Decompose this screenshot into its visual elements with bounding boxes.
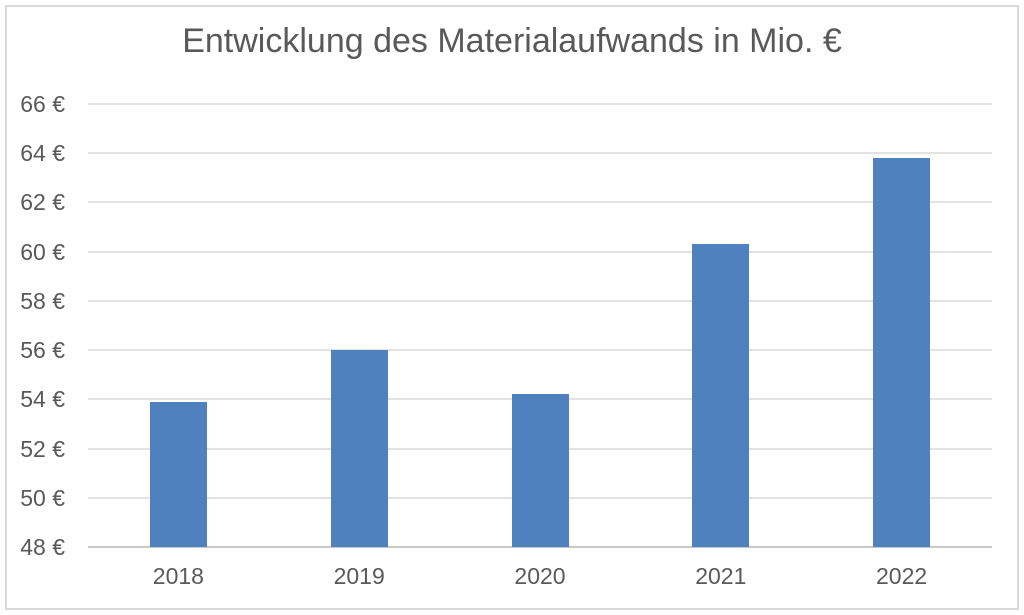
- x-tick-label: 2018: [152, 563, 204, 589]
- y-tick-label: 66 €: [20, 91, 65, 117]
- bar-2022: [873, 158, 931, 547]
- x-axis-line: [88, 546, 992, 548]
- y-tick-label: 48 €: [20, 534, 65, 560]
- gridline: [88, 349, 992, 352]
- bar-2020: [511, 394, 569, 547]
- y-tick-label: 56 €: [20, 337, 65, 364]
- gridline: [88, 299, 992, 302]
- x-tick-label: 2022: [876, 563, 928, 589]
- y-tick-label: 50 €: [20, 484, 65, 511]
- y-tick-label: 62 €: [20, 189, 65, 216]
- bar-2019: [330, 350, 388, 547]
- gridline: [88, 152, 992, 155]
- y-tick-label: 54 €: [20, 386, 65, 413]
- x-tick-label: 2019: [333, 563, 385, 589]
- y-tick-label: 64 €: [20, 140, 65, 167]
- y-tick-label: 52 €: [20, 435, 65, 462]
- gridline: [88, 250, 992, 253]
- chart-title: Entwicklung des Materialaufwands in Mio.…: [182, 22, 842, 60]
- y-tick-label: 60 €: [20, 238, 65, 265]
- gridline: [88, 103, 992, 105]
- bar-2021: [692, 244, 750, 547]
- x-tick-label: 2020: [514, 563, 566, 589]
- y-tick-label: 58 €: [20, 287, 65, 314]
- gridline: [88, 201, 992, 204]
- bar-2018: [149, 401, 207, 547]
- x-tick-label: 2021: [695, 563, 747, 589]
